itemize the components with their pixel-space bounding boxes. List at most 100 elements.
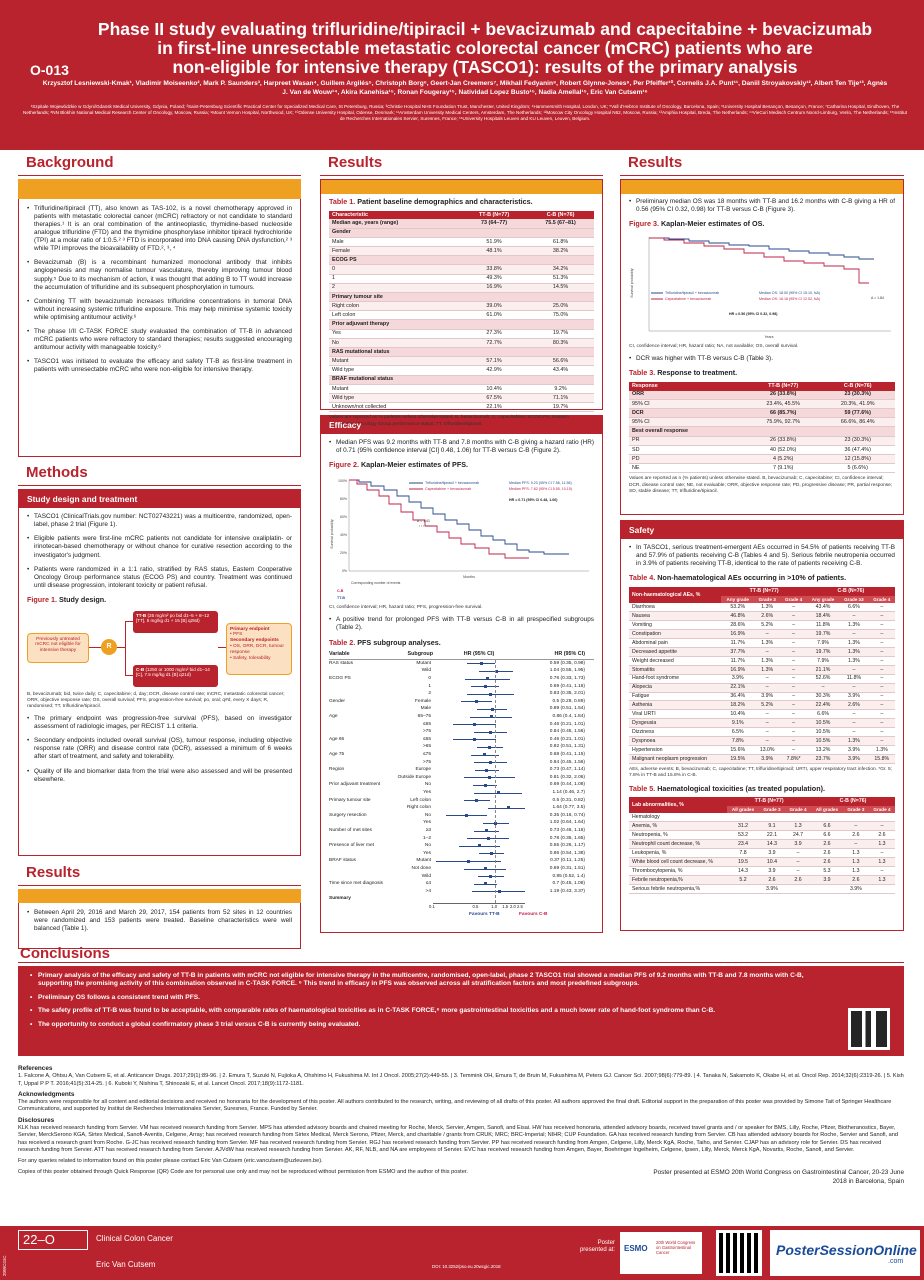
forest-row: Presence of liver met No 0.55 (0.26, 1.17) xyxy=(329,842,594,850)
forest-tick-label: 0.5 xyxy=(472,903,479,909)
header-banner: O-013 Phase II study evaluating trifluri… xyxy=(0,0,924,150)
table-row: Best overall response xyxy=(629,426,895,437)
table-cell: 19.5 xyxy=(727,857,759,867)
table-cell: – xyxy=(780,745,807,756)
table-cell: BRAF mutational status xyxy=(329,375,462,385)
table-cell: – xyxy=(780,629,807,639)
forest-point xyxy=(486,677,490,681)
table-cell: 1.3 xyxy=(868,839,895,849)
table-cell: 9.1% xyxy=(721,718,754,729)
table-cell: ORR xyxy=(629,390,746,400)
table-cell: – xyxy=(780,674,807,684)
table-cell: Serious febrile neutropenia,% xyxy=(629,884,728,894)
forest-row: 1 0.69 (0.41, 1.16) xyxy=(329,683,594,691)
table-cell: 2.6 xyxy=(842,830,869,841)
table-cell: 6.6% xyxy=(806,709,840,720)
table-row: Wild type 42.9% 43.4% xyxy=(329,365,594,376)
table-cell: 20.3%, 41.9% xyxy=(820,399,895,409)
conclusions-heading: Conclusions xyxy=(20,945,111,962)
poster-session-online-logo[interactable]: PosterSessionOnline .com xyxy=(770,1230,920,1276)
table-cell: 10.5% xyxy=(806,718,840,729)
references: 1. Falcone A, Ohtsu A, Van Cutsem E, et … xyxy=(18,1073,904,1087)
table-cell: 23.4 xyxy=(727,839,759,849)
favours-cb-label: Favours C-B xyxy=(519,911,548,917)
table-cell: 9.2% xyxy=(527,384,594,394)
table-row: Stomatitis 16.9% 1.3% –21.1% – – xyxy=(629,665,895,675)
authors: Krzysztof Lesniewski-Kmak¹, Vladimir Moi… xyxy=(42,80,888,96)
forest-point xyxy=(485,768,489,772)
table-cell: 12 (15.8%) xyxy=(820,454,895,465)
y-axis-label: Survival probability xyxy=(630,268,634,298)
methods-bullet: TASCO1 (ClinicalTrials.gov number: NCT02… xyxy=(27,513,292,529)
table-cell: – xyxy=(868,727,895,738)
forest-variable: Region xyxy=(329,767,345,773)
poster-title: Phase II study evaluating trifluridine/t… xyxy=(95,20,875,77)
c-b-arm-box: C-B (1250 or 1000 mg/m² bid d1–14 [C], 7… xyxy=(133,664,218,687)
table-row: DCR 66 (85.7%) 59 (77.6%) xyxy=(629,408,895,419)
forest-row: >4 1.19 (0.43, 3.37) xyxy=(329,888,594,896)
connector-line xyxy=(218,646,226,648)
table-cell: 11.7% xyxy=(721,638,754,648)
table-header: TT-B (N=77) xyxy=(461,210,528,220)
table-cell: 5.2% xyxy=(754,700,781,711)
table-cell xyxy=(461,347,528,358)
forest-row: RAS status Mutant 0.59 (0.35, 0.98) xyxy=(329,660,594,668)
table-cell: – xyxy=(780,709,807,720)
forest-point xyxy=(487,836,491,840)
forest-hr-text: 0.81 (0.32, 2.06) xyxy=(549,774,585,780)
forest-ci-line xyxy=(488,807,525,809)
references-heading: References xyxy=(18,1065,53,1072)
table-cell: – xyxy=(839,629,869,639)
forest-point xyxy=(490,707,494,711)
table-cell: 10.4 xyxy=(758,857,785,867)
title-line: Phase II study evaluating trifluridine/t… xyxy=(97,19,873,39)
table4-note: AEs, adverse events; B, bevacizumab; C, … xyxy=(629,767,892,779)
table-cell: 7 (9.1%) xyxy=(745,463,821,474)
qr-code-icon[interactable] xyxy=(848,1008,890,1050)
table-cell: – xyxy=(780,638,807,648)
table-row: Unknown/not collected 22.1% 19.7% xyxy=(329,402,594,413)
footer-text: References 1. Falcone A, Ohtsu A, Van Cu… xyxy=(18,1062,904,1186)
forest-row: >75 0.84 (0.45, 1.56) xyxy=(329,759,594,767)
background-bullet: TASCO1 was initiated to evaluate the eff… xyxy=(27,358,292,374)
x-axis-label: Years xyxy=(764,335,773,339)
forest-hr-text: 1.19 (0.43, 3.37) xyxy=(549,888,585,894)
forest-subgroup: 65–75 xyxy=(417,714,431,720)
forest-row: >65 0.82 (0.51, 1.31) xyxy=(329,743,594,751)
forest-subgroup: Female xyxy=(415,698,431,704)
title-line: in first-line unresectable metastatic co… xyxy=(157,37,813,58)
table-cell: 48.1% xyxy=(461,246,528,257)
table-cell: 1.3% xyxy=(839,656,869,666)
x-axis-label: Months xyxy=(463,575,475,579)
column-left: Background Trifluridine/tipiracil (TT), … xyxy=(18,154,301,949)
table-cell: 18.4% xyxy=(806,611,840,622)
table-row: 1 49.3% 51.3% xyxy=(329,274,594,284)
table-cell: – xyxy=(868,674,895,684)
table-cell: Male xyxy=(329,237,462,247)
qr-code-icon[interactable] xyxy=(716,1230,762,1276)
table-cell: 14.3 xyxy=(758,839,785,849)
table-cell xyxy=(811,813,843,823)
disclosures-heading: Disclosures xyxy=(18,1116,55,1124)
table-cell: – xyxy=(868,629,895,639)
table-cell xyxy=(527,375,594,385)
table-row: Neutrophil count decrease, % 23.4 14.3 3.9 2… xyxy=(629,839,895,849)
table-cell: 33.8% xyxy=(461,264,528,275)
doi: DOI: 10.3252/pso.eu.20wcgic.2018 xyxy=(432,1264,501,1269)
table-row: Yes 27.3% 19.7% xyxy=(329,329,594,339)
table-cell: Dizziness xyxy=(629,727,722,738)
table-cell xyxy=(527,292,594,303)
table-cell: – xyxy=(868,709,895,720)
forest-hr-text: 0.46 (0.21, 1.01) xyxy=(549,736,585,742)
table-row: 0 33.8% 34.2% xyxy=(329,264,594,275)
table-cell xyxy=(745,426,821,437)
table-row: Nausea 46.8% 2.6% –18.4% – – xyxy=(629,611,895,622)
table-cell: 7.9% xyxy=(806,638,840,648)
figure3-note: CI, confidence interval; HR, hazard rati… xyxy=(629,343,799,349)
forest-row: Wild 1.04 (0.55, 1.95) xyxy=(329,667,594,675)
table-cell: 43.4% xyxy=(527,365,594,376)
table-row: Female 48.1% 38.2% xyxy=(329,246,594,257)
table-cell xyxy=(727,884,759,894)
y-tick: 0% xyxy=(342,569,347,573)
efficacy-list-2: A positive trend for prolonged PFS with … xyxy=(329,616,594,632)
